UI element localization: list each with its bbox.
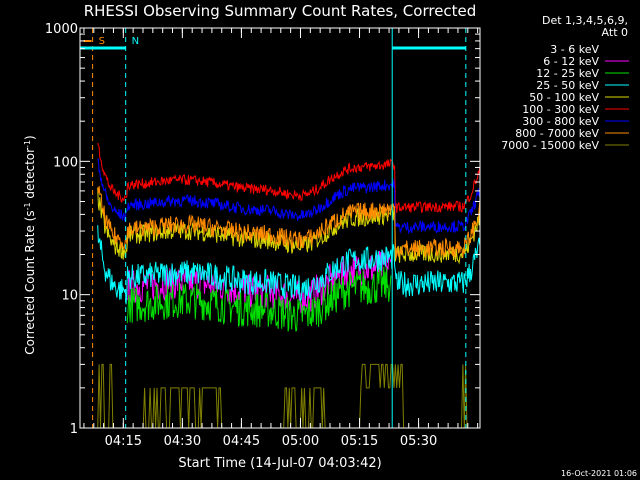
legend-header-line: Det 1,3,4,5,6,9, xyxy=(542,14,628,27)
x-tick-label: 04:30 xyxy=(164,434,201,449)
series-12-25-kev xyxy=(126,266,392,332)
plot-axes-group: S N 1 10 100 1000 04:15 04:30 04:45 05:00 05:15 05:… xyxy=(45,22,481,449)
series-100-300-kev xyxy=(97,142,481,213)
y-axis-label: Corrected Count Rate (s-1 detector-1) xyxy=(23,135,38,354)
plot-frame xyxy=(79,27,481,429)
series-800-7000-kev xyxy=(97,185,481,259)
x-tick-label: 05:30 xyxy=(400,434,437,449)
series-line xyxy=(97,158,481,235)
x-tick-label: 04:45 xyxy=(223,434,260,449)
series-line xyxy=(126,266,392,332)
legend-entry-label: 6 - 12 keV xyxy=(543,55,599,68)
legend-entry-label: 3 - 6 keV xyxy=(550,43,599,56)
x-tick-label: 04:15 xyxy=(105,434,142,449)
legend-header-line: Att 0 xyxy=(602,26,628,39)
footer-date: 16-Oct-2021 01:06 xyxy=(561,469,637,478)
y-tick-label: 100 xyxy=(53,155,78,170)
series-line xyxy=(97,185,481,259)
annotation-label-s: S xyxy=(99,36,105,47)
series-line xyxy=(97,142,481,213)
series-line xyxy=(126,294,392,370)
x-tick-label: 05:15 xyxy=(341,434,378,449)
y-tick-label: 1 xyxy=(70,422,78,437)
legend-entry-label: 25 - 50 keV xyxy=(536,79,599,92)
chart-title: RHESSI Observing Summary Count Rates, Co… xyxy=(84,2,477,20)
legend-entry-label: 300 - 800 keV xyxy=(522,115,599,128)
plot-series-group xyxy=(97,142,481,429)
legend-entry-label: 12 - 25 keV xyxy=(536,67,599,80)
y-tick-label: 10 xyxy=(61,289,78,304)
y-tick-label: 1000 xyxy=(45,22,78,37)
legend-entry-label: 100 - 300 keV xyxy=(522,103,599,116)
series-25-50-kev xyxy=(97,225,481,305)
legend-entry-label: 7000 - 15000 keV xyxy=(501,139,599,152)
legend-entry-label: 50 - 100 keV xyxy=(529,91,599,104)
series-300-800-kev xyxy=(97,158,481,235)
x-tick-label: 05:00 xyxy=(282,434,319,449)
legend-entry-label: 800 - 7000 keV xyxy=(515,127,599,140)
series-line xyxy=(97,225,481,305)
series-3-6-kev xyxy=(126,294,392,370)
x-axis-label: Start Time (14-Jul-07 04:03:42) xyxy=(178,456,381,471)
annotation-label-n: N xyxy=(132,36,139,47)
